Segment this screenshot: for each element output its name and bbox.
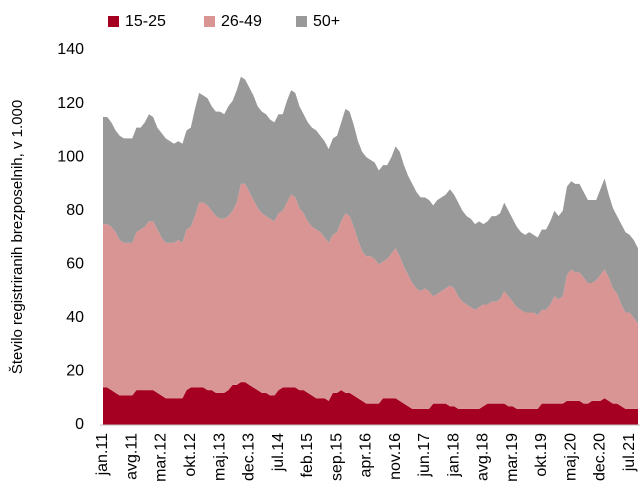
x-tick-label: nov.16: [387, 433, 404, 480]
x-tick-label: jan.11: [94, 433, 111, 477]
y-tick-label: 40: [66, 309, 84, 326]
legend-swatch: [296, 16, 307, 27]
x-tick-label: apr.16: [358, 433, 375, 478]
y-tick-label: 20: [66, 363, 84, 380]
area: [103, 76, 638, 324]
area: [103, 183, 638, 409]
y-axis-title: Število registriranih brezposelnih, v 1.…: [9, 100, 26, 374]
y-tick-label: 80: [66, 202, 84, 219]
x-tick-label: jul.21: [621, 433, 638, 472]
x-tick-label: dec.13: [241, 433, 258, 481]
x-tick-label: avg.18: [475, 433, 492, 481]
legend-label: 26-49: [221, 13, 262, 30]
legend-label: 50+: [313, 13, 340, 30]
x-tick-label: jul.14: [270, 433, 287, 472]
x-tick-label: feb.15: [299, 433, 316, 478]
x-tick-label: okt.19: [533, 433, 550, 477]
y-tick-label: 100: [57, 148, 84, 165]
x-tick-label: mar.19: [504, 433, 521, 482]
x-tick-label: jan.18: [445, 433, 462, 478]
x-tick-label: dec.20: [592, 433, 609, 481]
x-tick-label: okt.12: [182, 433, 199, 477]
legend-label: 15-25: [125, 13, 166, 30]
y-tick-label: 60: [66, 256, 84, 273]
area: [103, 382, 638, 425]
x-tick-label: mar.12: [153, 433, 170, 482]
legend-swatch: [204, 16, 215, 27]
x-tick-label: maj.20: [562, 433, 579, 481]
x-tick-label: sep.15: [328, 433, 345, 481]
y-tick-label: 140: [57, 41, 84, 58]
legend-swatch: [108, 16, 119, 27]
x-tick-label: maj.13: [211, 433, 228, 481]
y-tick-label: 0: [75, 416, 84, 433]
y-tick-label: 120: [57, 95, 84, 112]
x-tick-label: jun.17: [416, 433, 433, 478]
x-tick-label: avg.11: [123, 433, 140, 480]
